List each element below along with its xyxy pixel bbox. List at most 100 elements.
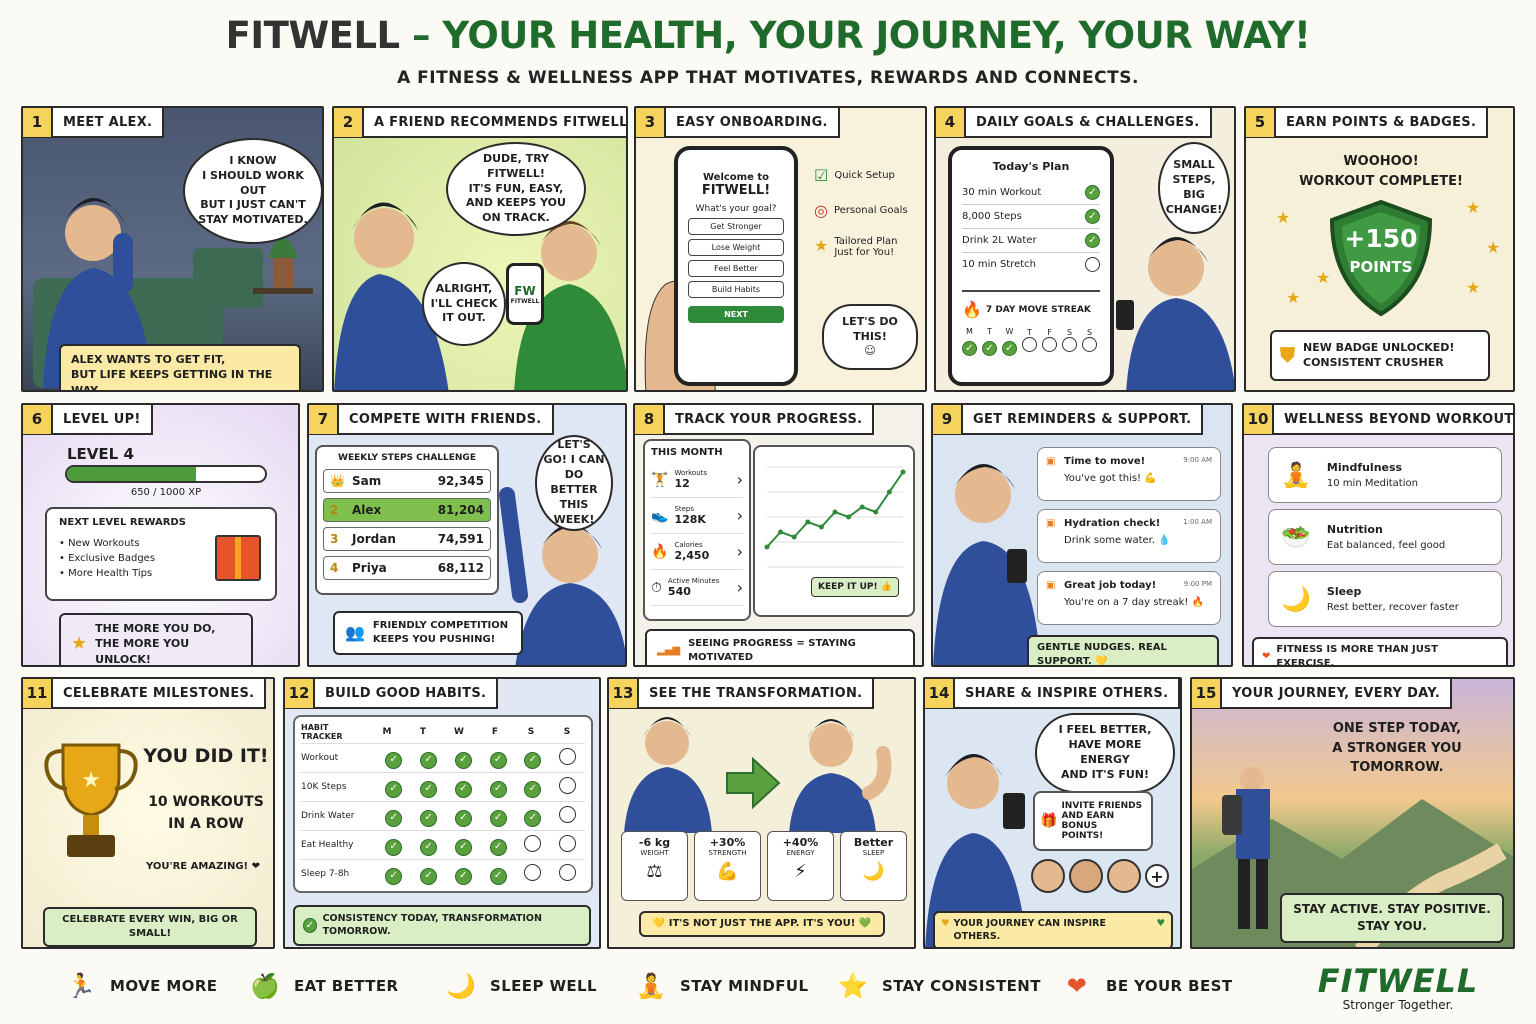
stat-row[interactable]: 👟 Steps 128K › bbox=[651, 498, 743, 534]
data-point bbox=[764, 544, 770, 550]
check-icon[interactable]: ✓ bbox=[524, 752, 542, 769]
panel-number: 1 bbox=[23, 108, 53, 137]
panel-15: 15 YOUR JOURNEY, EVERY DAY. ONE STEP TODA… bbox=[1190, 677, 1515, 949]
panel-header: 1 MEET ALEX. bbox=[23, 108, 165, 138]
goal-option[interactable]: Build Habits bbox=[688, 281, 784, 298]
star-icon: ⭐ bbox=[838, 972, 869, 1000]
phone-brand: FITWELL bbox=[510, 297, 540, 305]
check-icon[interactable]: ✓ bbox=[420, 868, 438, 885]
panel-caption: ★ THE MORE YOU DO, THE MORE YOU UNLOCK! bbox=[59, 613, 253, 665]
stat-row[interactable]: 🔥 Calories 2,450 › bbox=[651, 534, 743, 570]
panel-14: 14 SHARE & INSPIRE OTHERS. I FEEL BETTER,… bbox=[923, 677, 1182, 949]
streak-label: 7 DAY MOVE STREAK bbox=[985, 304, 1091, 315]
stat-value: Better bbox=[853, 836, 894, 849]
check-icon[interactable]: ✓ bbox=[385, 868, 403, 885]
footer-brand: FITWELL Stronger Together. bbox=[1308, 962, 1488, 1012]
add-friend-icon[interactable]: + bbox=[1145, 864, 1169, 888]
habit-row: Eat Healthy ✓ ✓ ✓ ✓ bbox=[301, 830, 585, 859]
panel-header: 14 SHARE & INSPIRE OTHERS. bbox=[925, 679, 1180, 709]
player-steps: 81,204 bbox=[437, 503, 484, 517]
check-icon[interactable]: ✓ bbox=[385, 752, 403, 769]
bar-chart-icon: ▂▄▆ bbox=[657, 645, 681, 656]
panel-header: 8 TRACK YOUR PROGRESS. bbox=[635, 405, 875, 435]
habit-row: Workout ✓ ✓ ✓ ✓ ✓ bbox=[301, 743, 585, 772]
check-icon[interactable]: ✓ bbox=[454, 781, 472, 798]
empty-circle-icon[interactable] bbox=[559, 776, 577, 794]
player-name: Jordan bbox=[352, 532, 396, 546]
panel-number: 2 bbox=[334, 108, 364, 137]
avatar bbox=[1069, 859, 1103, 893]
empty-circle-icon[interactable] bbox=[559, 834, 577, 852]
invite-card[interactable]: 🎁 INVITE FRIENDS AND EARN BONUS POINTS! bbox=[1033, 791, 1153, 851]
empty-circle-icon[interactable] bbox=[559, 747, 577, 765]
check-icon[interactable]: ✓ bbox=[420, 839, 438, 856]
check-icon[interactable]: ✓ bbox=[524, 810, 542, 827]
panel-title: BUILD GOOD HABITS. bbox=[325, 685, 487, 701]
empty-circle-icon[interactable] bbox=[559, 863, 577, 881]
goal-option[interactable]: Feel Better bbox=[688, 260, 784, 277]
panel-10: 10 WELLNESS BEYOND WORKOUTS. 🧘 Mindfulness… bbox=[1242, 403, 1515, 667]
leaderboard-row: 👑 Sam 92,345 bbox=[323, 469, 491, 493]
speech-bubble-alex: ALRIGHT, I'LL CHECK IT OUT. bbox=[422, 262, 506, 346]
check-icon[interactable]: ✓ bbox=[454, 868, 472, 885]
panel-number: 9 bbox=[933, 405, 963, 434]
month-label: THIS MONTH bbox=[651, 447, 723, 458]
welcome-app-name: FITWELL! bbox=[701, 183, 771, 198]
shield-badge-icon bbox=[1329, 199, 1433, 317]
reward-item: • More Health Tips bbox=[59, 568, 153, 579]
check-icon[interactable]: ✓ bbox=[385, 810, 403, 827]
target-icon: ◎ bbox=[814, 201, 828, 220]
rank-badge: 👑 bbox=[330, 474, 345, 488]
goal-option[interactable]: Get Stronger bbox=[688, 218, 784, 235]
meditation-icon: 🧘 bbox=[636, 972, 667, 1000]
panel-header: 2 A FRIEND RECOMMENDS FITWELL. bbox=[334, 108, 626, 138]
notification-card[interactable]: ▣ Great job today! You're on a 7 day strea… bbox=[1037, 571, 1221, 625]
footer-item: 🍏 EAT BETTER bbox=[250, 972, 398, 1000]
notification-card[interactable]: ▣ Hydration check! Drink some water. 💧 1:00… bbox=[1037, 509, 1221, 563]
check-icon[interactable]: ✓ bbox=[489, 781, 507, 798]
panel-number: 10 bbox=[1244, 405, 1274, 434]
empty-circle-icon[interactable] bbox=[524, 863, 542, 881]
notification-card[interactable]: ▣ Time to move! You've got this! 💪 9:00 AM bbox=[1037, 447, 1221, 501]
check-icon[interactable]: ✓ bbox=[489, 752, 507, 769]
wellness-item[interactable]: 🧘 Mindfulness 10 min Meditation bbox=[1268, 447, 1502, 503]
check-icon[interactable]: ✓ bbox=[385, 839, 403, 856]
stat-row[interactable]: 🏋 Workouts 12 › bbox=[651, 462, 743, 498]
goal-option[interactable]: Lose Weight bbox=[688, 239, 784, 256]
fire-icon: 🔥 bbox=[962, 300, 982, 319]
panel-9: 9 GET REMINDERS & SUPPORT. ▣ Time to move!… bbox=[931, 403, 1233, 667]
empty-circle-icon[interactable] bbox=[524, 834, 542, 852]
check-icon[interactable]: ✓ bbox=[385, 781, 403, 798]
leaderboard-title: WEEKLY STEPS CHALLENGE bbox=[338, 453, 476, 463]
panel-caption: CELEBRATE EVERY WIN, BIG OR SMALL! bbox=[43, 907, 257, 947]
xp-progress-bar bbox=[65, 465, 267, 483]
check-icon[interactable]: ✓ bbox=[489, 868, 507, 885]
check-icon[interactable]: ✓ bbox=[489, 810, 507, 827]
day-header: F bbox=[491, 727, 499, 737]
wellness-item[interactable]: 🥗 Nutrition Eat balanced, feel good bbox=[1268, 509, 1502, 565]
scale-icon: ⚖ bbox=[646, 861, 663, 882]
speech-bubble: LET'S DO THIS! ☺ bbox=[822, 304, 918, 370]
transformation-stat: -6 kg WEIGHT ⚖ bbox=[621, 831, 688, 901]
panel-title: EARN POINTS & BADGES. bbox=[1286, 114, 1477, 130]
friends-icon: 👥 bbox=[345, 622, 365, 642]
check-icon[interactable]: ✓ bbox=[454, 810, 472, 827]
check-icon[interactable]: ✓ bbox=[454, 752, 472, 769]
check-icon[interactable]: ✓ bbox=[420, 752, 438, 769]
panel-caption: ✓ CONSISTENCY TODAY, TRANSFORMATION TOMOR… bbox=[293, 905, 591, 946]
fitwell-phone: FW FITWELL bbox=[506, 263, 544, 325]
wellness-body: 10 min Meditation bbox=[1326, 478, 1418, 489]
empty-circle-icon[interactable] bbox=[559, 805, 577, 823]
notification-body: You've got this! 💪 bbox=[1064, 473, 1157, 484]
day-header: M bbox=[382, 727, 392, 737]
check-icon[interactable]: ✓ bbox=[454, 839, 472, 856]
stat-row[interactable]: ⏱ Active Minutes 540 › bbox=[651, 570, 743, 606]
footer-logo: FITWELL bbox=[1317, 962, 1479, 1000]
next-button[interactable]: NEXT bbox=[688, 306, 784, 323]
cheer-text: WOOHOO! WORKOUT COMPLETE! bbox=[1299, 154, 1463, 189]
wellness-item[interactable]: 🌙 Sleep Rest better, recover faster bbox=[1268, 571, 1502, 627]
check-icon[interactable]: ✓ bbox=[420, 781, 438, 798]
check-icon[interactable]: ✓ bbox=[420, 810, 438, 827]
check-icon[interactable]: ✓ bbox=[524, 781, 542, 798]
check-icon[interactable]: ✓ bbox=[489, 839, 507, 856]
